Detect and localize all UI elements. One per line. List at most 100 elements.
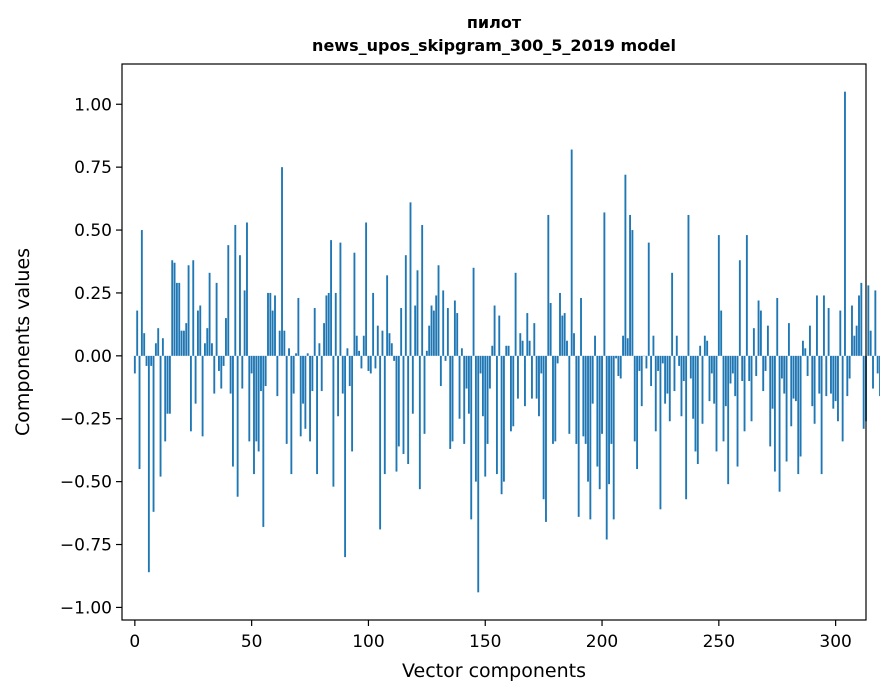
bar [140, 230, 143, 356]
bar [432, 310, 435, 356]
bar [563, 313, 566, 356]
bar [869, 330, 872, 356]
bar [633, 355, 636, 442]
bar [421, 225, 424, 356]
bar [615, 355, 617, 359]
bar [783, 355, 786, 394]
bar [353, 252, 356, 356]
bar [182, 330, 185, 356]
bar [211, 343, 213, 356]
bar [764, 355, 767, 371]
bar [687, 214, 690, 356]
bar [346, 348, 349, 356]
bar [862, 355, 865, 429]
bar [479, 355, 482, 374]
bar [701, 355, 704, 424]
bar [748, 355, 751, 381]
bar [393, 355, 396, 361]
bar [281, 167, 283, 356]
x-tick-label: 250 [703, 632, 735, 652]
bar [439, 355, 442, 387]
bar [640, 355, 643, 407]
bar [752, 328, 755, 356]
bar [591, 355, 594, 404]
bar [383, 355, 386, 475]
bar [222, 355, 225, 366]
bar [318, 343, 321, 356]
bar [673, 355, 676, 392]
bar [414, 305, 417, 356]
bar [780, 355, 783, 379]
bar [722, 355, 725, 442]
bar [734, 355, 737, 397]
bar [675, 335, 678, 356]
bar [729, 355, 732, 384]
bar [696, 355, 699, 465]
bar [152, 355, 155, 512]
bar [582, 355, 585, 437]
bar [664, 355, 667, 404]
bar [323, 323, 325, 356]
bar [809, 325, 811, 356]
bar [358, 350, 361, 356]
bar [573, 333, 575, 356]
bar [271, 310, 274, 356]
bar [477, 355, 480, 593]
bar [799, 355, 802, 457]
bar [253, 355, 255, 475]
bar [236, 355, 239, 497]
bar [608, 355, 610, 485]
bar [295, 353, 297, 356]
bar [449, 355, 452, 449]
bar [276, 355, 279, 397]
bar [738, 260, 741, 356]
bar [717, 235, 720, 356]
bar [367, 355, 370, 371]
bar [178, 282, 181, 356]
bar [507, 345, 510, 356]
bar [601, 355, 603, 434]
bar [430, 305, 433, 356]
bar [575, 355, 578, 444]
bar [362, 335, 365, 356]
bar [435, 295, 438, 356]
y-tick-label: −0.50 [60, 473, 112, 493]
bar [189, 355, 192, 432]
bar [785, 355, 788, 462]
bar [486, 355, 489, 444]
bar [248, 355, 251, 442]
bar [451, 355, 454, 442]
bar [622, 335, 624, 356]
bar [650, 355, 653, 387]
bar [213, 355, 216, 394]
bar [830, 355, 832, 394]
bar [147, 355, 150, 573]
bar [304, 355, 307, 429]
bar [813, 355, 816, 424]
bar [365, 222, 368, 356]
bar [706, 340, 709, 356]
bar [519, 333, 522, 356]
bar [136, 310, 139, 356]
bar [816, 295, 818, 356]
bar [517, 355, 519, 399]
bar [313, 308, 316, 356]
bar [418, 355, 421, 490]
bar [617, 355, 620, 376]
x-tick-label: 150 [469, 632, 501, 652]
bar [488, 355, 491, 389]
bar [154, 343, 157, 356]
bar [521, 340, 524, 356]
bar [629, 214, 631, 356]
bar [559, 292, 561, 356]
bar [332, 355, 335, 487]
bar [390, 343, 393, 356]
bar [741, 355, 744, 381]
bar [874, 290, 877, 356]
bar [724, 355, 727, 407]
bar [827, 308, 830, 356]
bar [290, 355, 293, 475]
bar [428, 325, 431, 356]
bar [199, 305, 202, 356]
bar [514, 272, 517, 356]
